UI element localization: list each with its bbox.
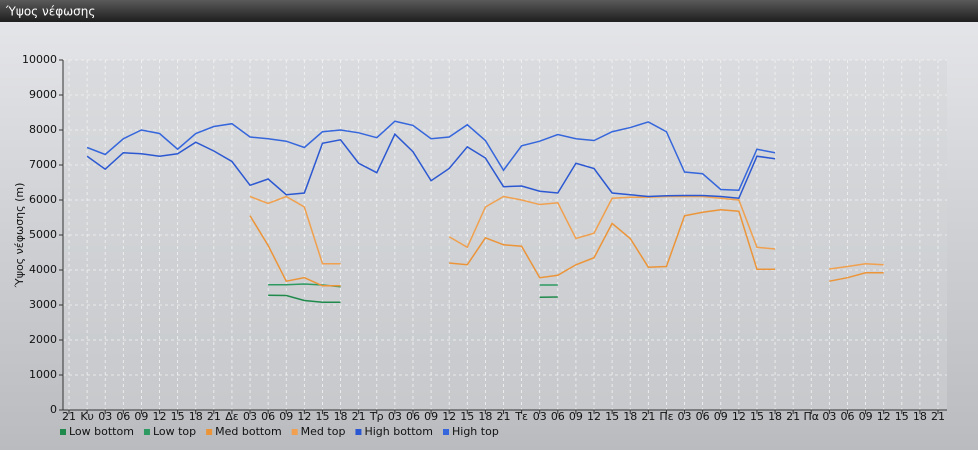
x-tick-label: 03 xyxy=(388,410,402,423)
x-tick-label: 09 xyxy=(569,410,583,423)
x-tick-label: Πε xyxy=(659,410,673,423)
x-tick-label: 03 xyxy=(243,410,257,423)
x-tick-label: 06 xyxy=(116,410,130,423)
legend-swatch xyxy=(291,429,298,435)
x-tick-label: 15 xyxy=(895,410,909,423)
legend-swatch xyxy=(206,429,213,435)
x-tick-label: 15 xyxy=(315,410,329,423)
series-line xyxy=(86,132,776,200)
x-tick-label: 03 xyxy=(98,410,112,423)
series-line xyxy=(86,120,776,191)
x-tick-label: 21 xyxy=(641,410,655,423)
legend-swatch xyxy=(443,429,449,435)
x-tick-label: 12 xyxy=(153,410,167,423)
series-line xyxy=(249,195,884,270)
y-tick-label: 6000 xyxy=(29,193,57,206)
plot-area xyxy=(63,60,947,410)
x-tick-label: 03 xyxy=(533,410,547,423)
x-tick-label: 15 xyxy=(750,410,764,423)
y-tick-label: 1000 xyxy=(29,368,57,381)
y-tick-label: 10000 xyxy=(22,53,57,66)
x-tick-label: 21 xyxy=(207,410,221,423)
x-tick-label: 06 xyxy=(840,410,854,423)
chart-title: Ύψος νέφωσης xyxy=(5,5,95,19)
x-tick-label: 18 xyxy=(478,410,492,423)
y-tick-label: 9000 xyxy=(29,88,57,101)
x-tick-label: 18 xyxy=(623,410,637,423)
x-tick-label: 21 xyxy=(62,410,76,423)
x-tick-label: Τρ xyxy=(369,410,384,423)
x-tick-label: 09 xyxy=(424,410,438,423)
x-tick-label: 12 xyxy=(732,410,746,423)
legend-label: Med top xyxy=(301,425,346,438)
x-tick-label: 09 xyxy=(134,410,148,423)
y-tick-label: 8000 xyxy=(29,123,57,136)
x-tick-label: Πα xyxy=(804,410,820,423)
x-tick-label: 12 xyxy=(297,410,311,423)
x-tick-label: 03 xyxy=(822,410,836,423)
x-tick-label: 03 xyxy=(678,410,692,423)
y-tick-label: 0 xyxy=(50,403,57,416)
x-tick-label: 18 xyxy=(334,410,348,423)
x-tick-label: 21 xyxy=(497,410,511,423)
y-tick-label: 3000 xyxy=(29,298,57,311)
x-tick-label: 12 xyxy=(442,410,456,423)
series-line xyxy=(268,294,558,303)
legend-label: Med bottom xyxy=(215,425,282,438)
x-tick-label: 12 xyxy=(587,410,601,423)
y-tick-label: 5000 xyxy=(29,228,57,241)
y-tick-label: 2000 xyxy=(29,333,57,346)
x-tick-label: Δε xyxy=(225,410,239,423)
legend-label: High bottom xyxy=(364,425,433,438)
legend-label: Low bottom xyxy=(69,425,134,438)
x-tick-label: 21 xyxy=(931,410,945,423)
x-tick-label: Τε xyxy=(514,410,528,423)
x-tick-label: 09 xyxy=(859,410,873,423)
x-tick-label: 06 xyxy=(551,410,565,423)
legend-swatch xyxy=(60,429,66,435)
x-tick-label: 09 xyxy=(279,410,293,423)
x-tick-label: 18 xyxy=(768,410,782,423)
x-tick-label: Κυ xyxy=(80,410,94,423)
x-tick-label: 09 xyxy=(714,410,728,423)
legend-label: Low top xyxy=(153,425,196,438)
x-tick-label: 21 xyxy=(786,410,800,423)
legend-label: High top xyxy=(452,425,499,438)
x-tick-label: 06 xyxy=(406,410,420,423)
x-tick-label: 15 xyxy=(605,410,619,423)
x-tick-label: 18 xyxy=(189,410,203,423)
y-tick-label: 7000 xyxy=(29,158,57,171)
y-axis-title: Ύψος νέφωσης (m) xyxy=(13,183,26,289)
x-tick-label: 06 xyxy=(696,410,710,423)
x-tick-label: 15 xyxy=(171,410,185,423)
legend-swatch xyxy=(355,429,362,435)
x-tick-label: 12 xyxy=(877,410,891,423)
x-tick-label: 15 xyxy=(460,410,474,423)
x-tick-label: 18 xyxy=(913,410,927,423)
series-line xyxy=(249,209,884,287)
x-tick-label: 21 xyxy=(352,410,366,423)
y-tick-label: 4000 xyxy=(29,263,57,276)
legend-swatch xyxy=(143,429,150,435)
x-tick-label: 06 xyxy=(261,410,275,423)
title-bar xyxy=(0,0,978,22)
